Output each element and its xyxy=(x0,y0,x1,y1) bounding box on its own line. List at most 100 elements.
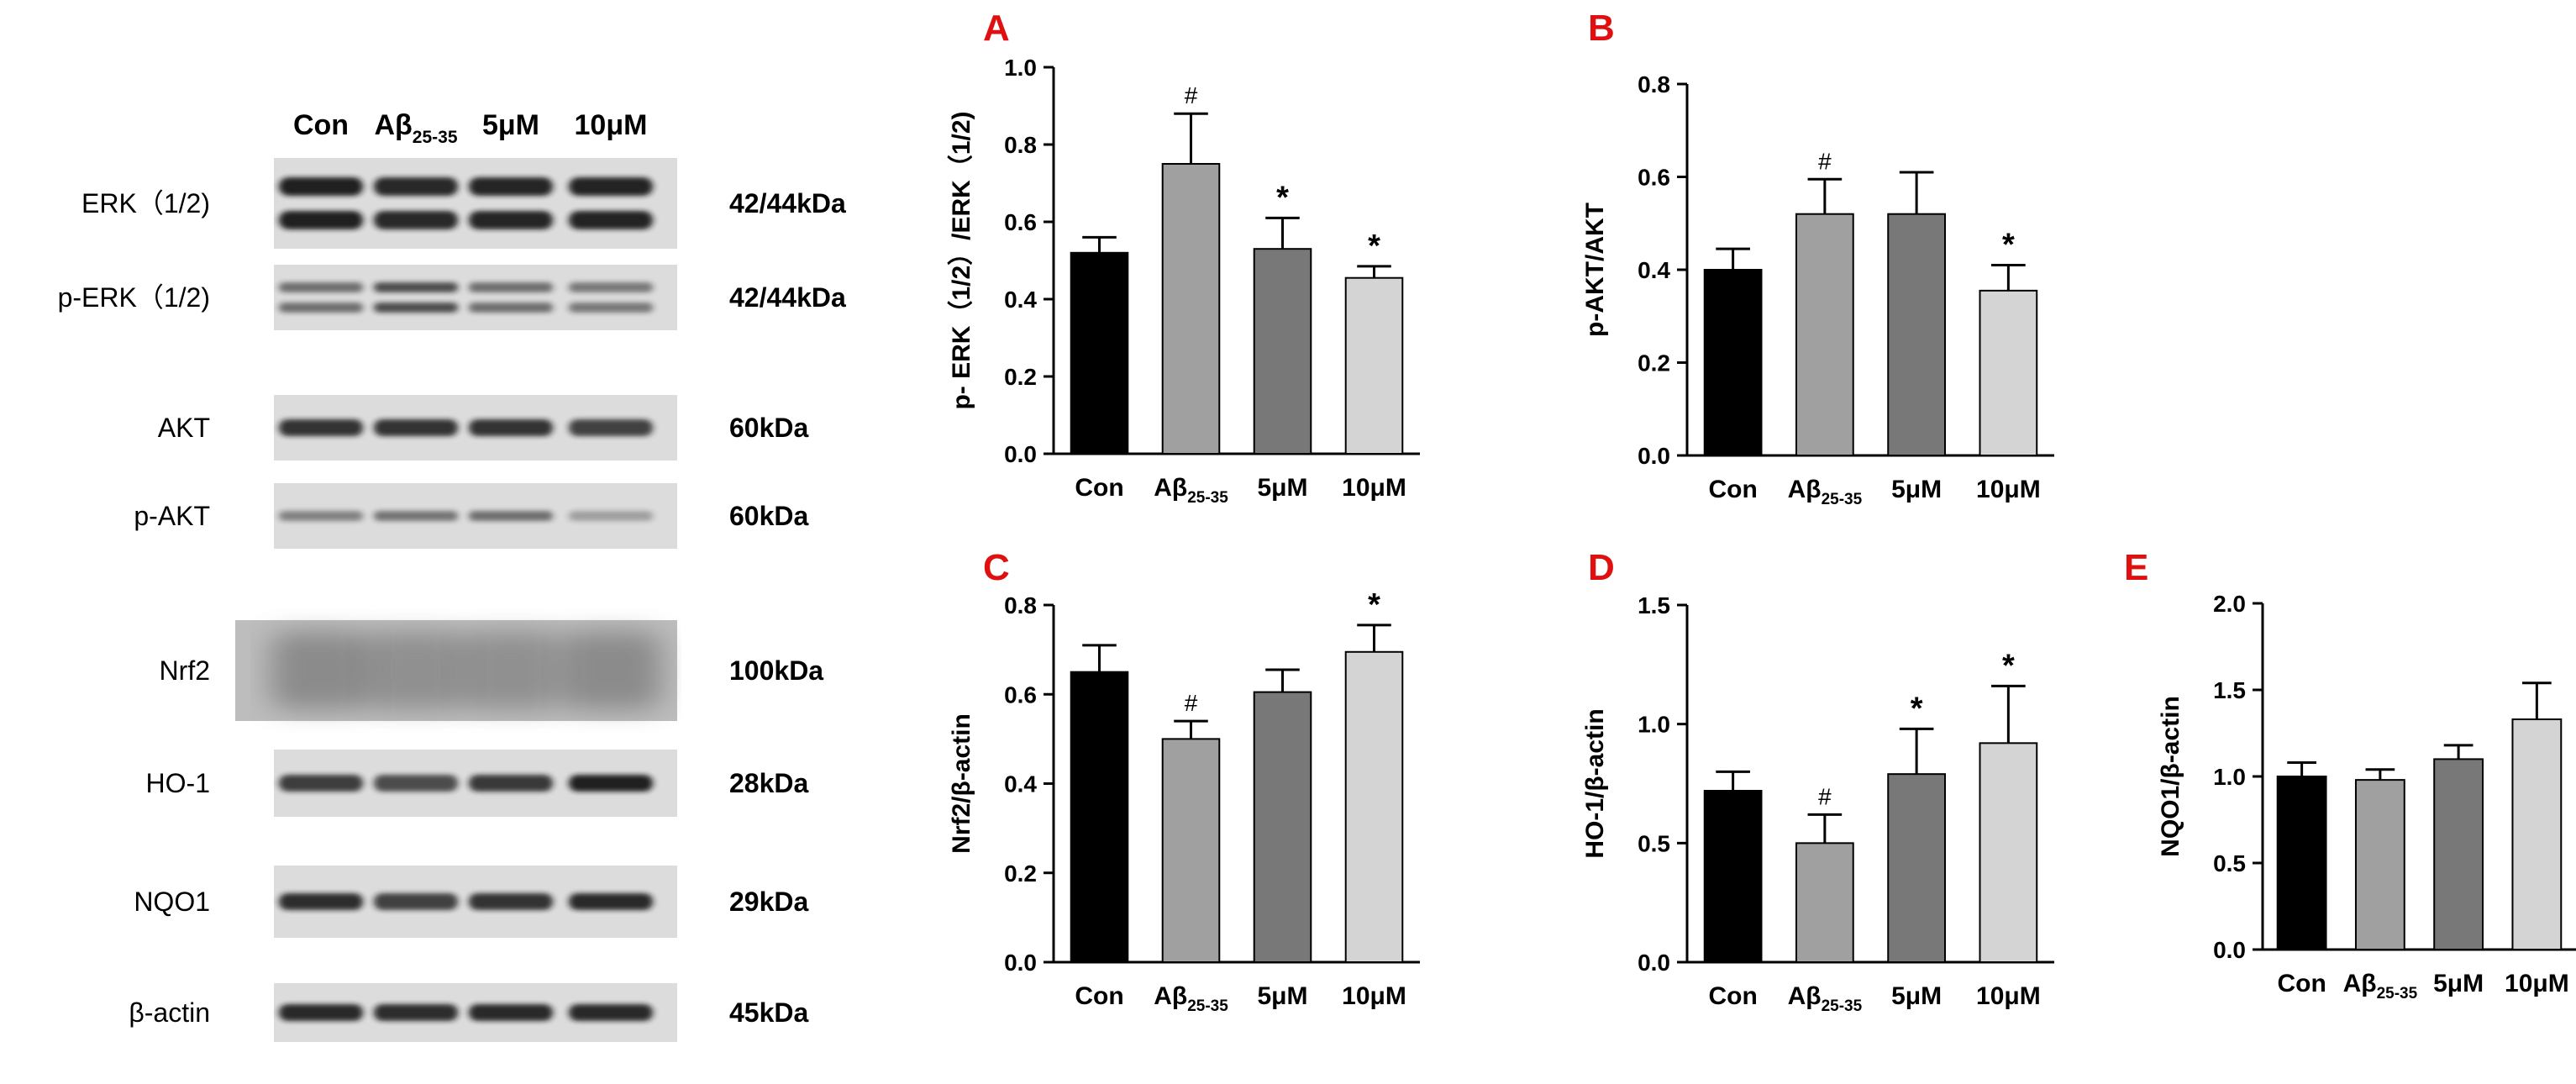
category-label: Con xyxy=(1708,982,1757,1010)
blot-protein-label: β-actin xyxy=(129,997,210,1028)
category-label: Con xyxy=(2277,970,2326,997)
blot-band xyxy=(469,282,553,292)
y-tick-label: 0.2 xyxy=(1004,364,1037,390)
category-label: Con xyxy=(1708,476,1757,503)
category-label: 10μM xyxy=(1976,982,2041,1010)
y-axis-label: p- ERK（1/2）/ERK（1/2) xyxy=(947,111,975,409)
category-text: 5μM xyxy=(1891,476,1942,503)
blot-band xyxy=(271,632,371,709)
category-label: Aβ25-35 xyxy=(2343,970,2418,1002)
bar-5μM xyxy=(2433,758,2484,951)
blot-band xyxy=(569,1004,653,1021)
y-tick-label: 0.8 xyxy=(1004,132,1037,158)
blot-band xyxy=(279,303,363,313)
category-subscript: 25-35 xyxy=(1187,489,1228,507)
blot-protein-label: p-ERK（1/2) xyxy=(58,282,210,313)
category-text: Aβ xyxy=(1788,982,1822,1010)
y-axis-label: NQO1/β-actin xyxy=(2157,696,2184,857)
category-label: 10μM xyxy=(1342,982,1406,1010)
blot-row: AKT 60kDa xyxy=(158,395,809,460)
bar-10μM xyxy=(1344,276,1404,455)
y-tick-label: 1.5 xyxy=(2213,677,2246,703)
category-text: 10μM xyxy=(1976,476,2041,503)
blot-band xyxy=(374,1004,458,1021)
category-subscript: 25-35 xyxy=(1187,997,1228,1015)
y-tick-label: 2.0 xyxy=(2213,591,2246,617)
category-text: 10μM xyxy=(2505,970,2569,997)
category-text: 5μM xyxy=(1257,982,1307,1010)
blot-protein-label: AKT xyxy=(158,413,210,443)
category-label: Aβ25-35 xyxy=(1788,982,1863,1015)
bar-Con xyxy=(1070,251,1129,455)
blot-size-label: 100kDa xyxy=(729,655,823,686)
category-text: Aβ xyxy=(1154,982,1187,1010)
category-text: 5μM xyxy=(1891,982,1942,1010)
category-text: 5μM xyxy=(482,109,539,141)
category-text: Con xyxy=(293,109,349,141)
category-text: 10μM xyxy=(1976,982,2041,1010)
bar-Aβ xyxy=(2354,779,2405,950)
blot-row: p-ERK（1/2) 42/44kDa xyxy=(58,265,846,330)
blot-band xyxy=(469,893,553,910)
bar-10μM xyxy=(1979,742,2038,963)
panel-letter: E xyxy=(2124,547,2148,588)
blot-band xyxy=(374,303,458,313)
blot-row: HO-1 28kDa xyxy=(146,750,809,817)
bar-charts: A 0.0 0.2 0.4 0.6 0.8 1.0 p- ERK（1/2）/ERK（1/2) C… xyxy=(947,8,2576,1015)
blot-band xyxy=(279,419,363,436)
category-text: Con xyxy=(1075,474,1123,502)
blot-size-label: 60kDa xyxy=(729,413,809,443)
category-text: 10μM xyxy=(1342,474,1406,502)
significance-mark: * xyxy=(2002,227,2015,262)
y-tick-label: 0.6 xyxy=(1638,165,1670,191)
category-text: Con xyxy=(2277,970,2326,997)
category-label: Con xyxy=(1075,982,1123,1010)
blot-row: ERK（1/2) 42/44kDa xyxy=(81,158,846,249)
blot-size-label: 45kDa xyxy=(729,997,809,1028)
category-text: Aβ xyxy=(374,109,412,141)
blot-size-label: 28kDa xyxy=(729,768,809,798)
category-label: 10μM xyxy=(1976,476,2041,503)
category-label: 5μM xyxy=(1257,982,1307,1010)
category-label: 5μM xyxy=(2433,970,2484,997)
bar-5μM xyxy=(1887,213,1946,456)
blot-protein-label: Nrf2 xyxy=(160,655,210,686)
blot-band xyxy=(569,511,653,521)
blot-band xyxy=(469,1004,553,1021)
blot-band xyxy=(374,282,458,292)
category-label: Aβ25-35 xyxy=(1788,476,1863,508)
chart-panel-a: A 0.0 0.2 0.4 0.6 0.8 1.0 p- ERK（1/2）/ERK（1/2) C… xyxy=(947,8,1420,507)
category-text: Con xyxy=(1708,982,1757,1010)
blot-band xyxy=(469,211,553,229)
bar-10μM xyxy=(1344,650,1404,963)
y-tick-label: 0.5 xyxy=(2213,850,2246,876)
significance-mark: # xyxy=(1185,690,1198,716)
category-label: Con xyxy=(1075,474,1123,502)
y-tick-label: 0.4 xyxy=(1004,287,1037,313)
blot-row: p-AKT 60kDa xyxy=(134,483,809,549)
category-subscript: 25-35 xyxy=(2377,985,2418,1002)
y-axis-label: HO-1/β-actin xyxy=(1581,708,1609,858)
y-tick-label: 0.0 xyxy=(1638,950,1670,976)
bar-Con xyxy=(2276,776,2327,950)
panel-letter: B xyxy=(1588,8,1615,49)
chart-panel-e: E 0.0 0.5 1.0 1.5 2.0 NQO1/β-actin Con Aβ25-35 5μ… xyxy=(2124,547,2576,1002)
category-label: Con xyxy=(293,109,349,141)
blot-band xyxy=(279,177,363,196)
y-tick-label: 0.6 xyxy=(1004,681,1037,708)
category-subscript: 25-35 xyxy=(1822,997,1863,1015)
y-tick-label: 0.8 xyxy=(1638,71,1670,97)
bar-5μM xyxy=(1253,691,1312,963)
y-tick-label: 1.0 xyxy=(1004,55,1037,81)
blot-band xyxy=(469,303,553,313)
bar-5μM xyxy=(1253,248,1312,455)
category-subscript: 25-35 xyxy=(413,128,458,147)
blot-band xyxy=(374,775,458,792)
blot-band xyxy=(460,632,561,709)
category-label: 5μM xyxy=(1891,476,1942,503)
blot-band xyxy=(569,893,653,910)
y-tick-label: 0.0 xyxy=(2213,937,2246,963)
blot-band xyxy=(569,303,653,313)
bar-Con xyxy=(1703,269,1763,456)
chart-panel-d: D 0.0 0.5 1.0 1.5 HO-1/β-actin Con # Aβ25-35 * 5μM… xyxy=(1581,547,2054,1015)
